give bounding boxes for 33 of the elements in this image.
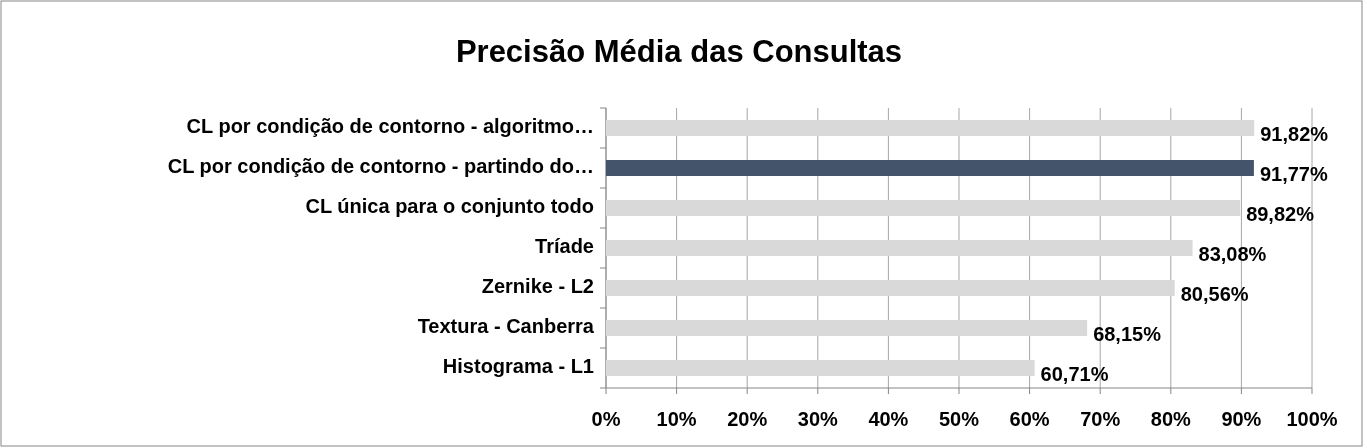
bar: [606, 120, 1255, 136]
x-tick-label: 20%: [727, 408, 768, 430]
bar: [606, 320, 1088, 336]
x-tick-label: 50%: [938, 408, 980, 430]
y-tick-label: CL por condição de contorno - partindo do…: [167, 155, 594, 178]
x-tick-label: 40%: [868, 408, 909, 430]
bar: [606, 200, 1241, 216]
y-tick-label: Zernike - L2: [481, 275, 594, 298]
chart-title: Precisão Média das Consultas: [455, 34, 903, 69]
x-tick-label: 60%: [1009, 408, 1050, 430]
data-label: 60,71%: [1040, 363, 1109, 386]
data-label: 83,08%: [1198, 243, 1267, 266]
x-tick-label: 70%: [1080, 408, 1121, 430]
y-tick-label: CL por condição de contorno - algoritmo…: [186, 115, 594, 138]
y-tick-label: Tríade: [535, 235, 594, 258]
y-tick-label: CL única para o conjunto todo: [305, 195, 594, 218]
y-tick-label: Textura - Canberra: [417, 315, 595, 338]
x-tick-label: 30%: [797, 408, 839, 430]
bar: [606, 360, 1035, 376]
bar: [606, 280, 1175, 296]
data-label: 68,15%: [1093, 323, 1162, 346]
x-tick-label: 80%: [1150, 408, 1192, 430]
x-tick-label: 90%: [1221, 408, 1262, 430]
bar: [606, 160, 1254, 176]
x-tick-label: 0%: [591, 408, 621, 430]
y-tick-label: Histograma - L1: [442, 355, 594, 378]
data-label: 89,82%: [1246, 203, 1315, 226]
x-tick-label: 100%: [1286, 408, 1338, 430]
x-tick-label: 10%: [656, 408, 697, 430]
data-label: 80,56%: [1180, 283, 1249, 306]
bar: [606, 240, 1193, 256]
data-label: 91,82%: [1260, 123, 1329, 146]
data-label: 91,77%: [1259, 163, 1328, 186]
